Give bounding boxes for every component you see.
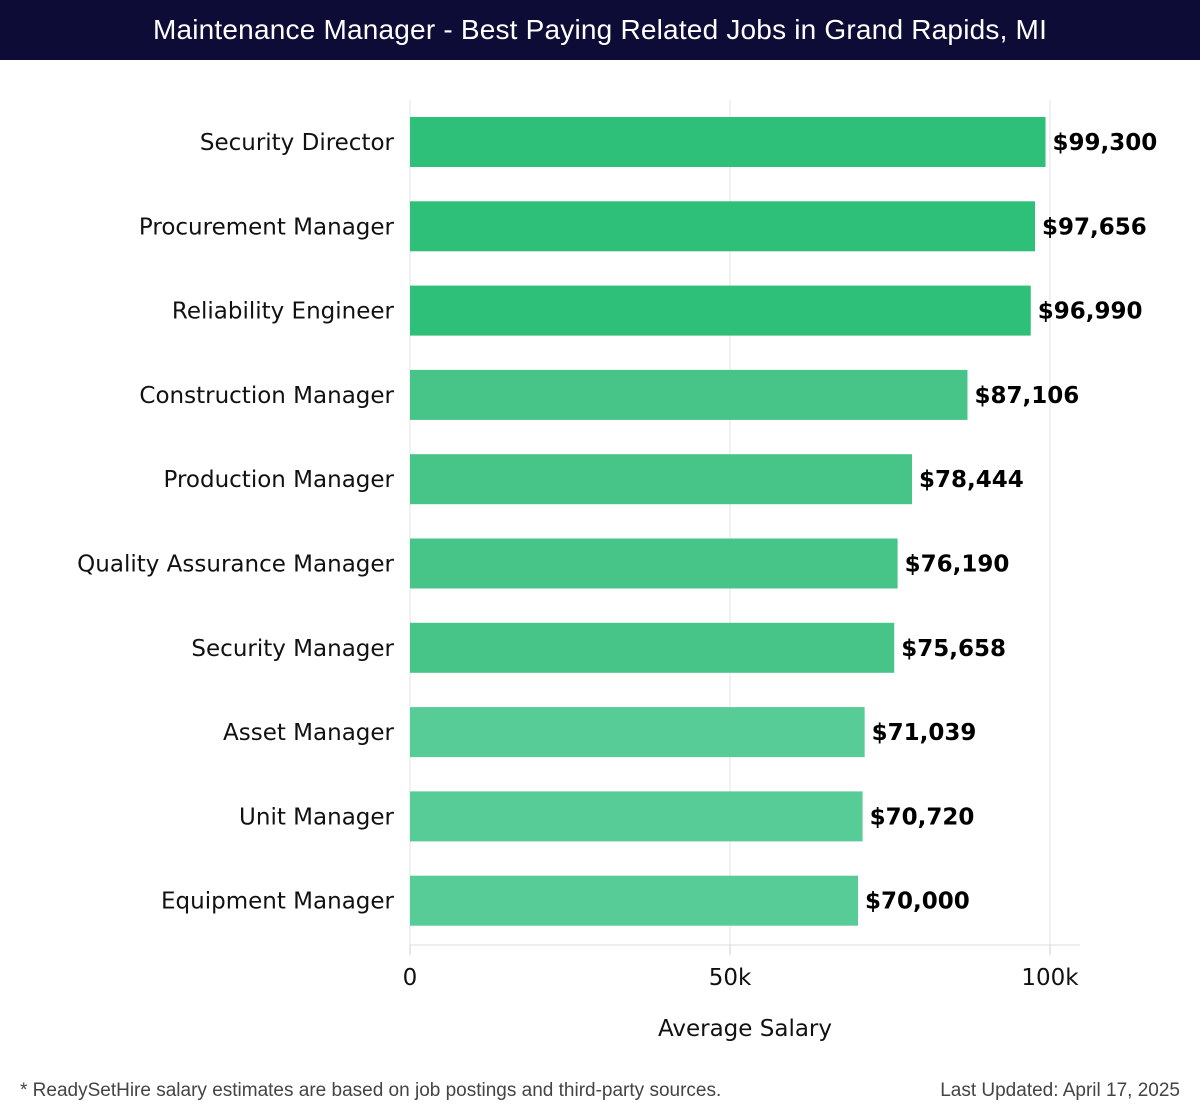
footer-updated: Last Updated: April 17, 2025 [940,1080,1180,1101]
category-label: Security Director [200,130,395,156]
value-label: $70,000 [865,889,970,915]
value-label: $97,656 [1042,214,1147,240]
value-label: $71,039 [872,720,977,746]
category-label: Security Manager [191,636,394,662]
bar-unit-manager [410,791,863,842]
value-label: $99,300 [1053,130,1158,156]
value-label: $78,444 [919,467,1024,493]
value-label: $87,106 [974,383,1079,409]
bar-production-manager [410,454,913,505]
x-axis-title: Average Salary [658,1016,832,1042]
x-tick-label: 0 [403,965,418,991]
value-label: $70,720 [870,804,975,830]
bar-construction-manager [410,369,968,420]
category-label: Reliability Engineer [172,299,395,325]
label-layer: Security Director $99,300 Procurement Mana… [77,130,1157,915]
value-label: $96,990 [1038,299,1143,325]
footer-note: * ReadySetHire salary estimates are base… [20,1080,722,1101]
bar-equipment-manager [410,875,858,926]
salary-bar-chart: Security Director $99,300 Procurement Mana… [77,100,1157,1042]
category-label: Procurement Manager [139,214,395,240]
category-label: Production Manager [164,467,395,493]
category-label: Quality Assurance Manager [77,552,394,578]
chart-title: Maintenance Manager - Best Paying Relate… [152,14,1048,45]
value-label: $76,190 [905,552,1010,578]
x-tick-label: 50k [709,965,752,991]
bar-security-director [410,117,1046,167]
category-label: Asset Manager [223,720,395,746]
bar-security-manager [410,622,895,673]
category-label: Unit Manager [239,804,394,830]
chart-title-bar: Maintenance Manager - Best Paying Relate… [0,0,1200,60]
bar-layer [410,117,1046,926]
category-label: Equipment Manager [161,889,395,915]
bar-reliability-engineer [410,285,1031,336]
bar-quality-assurance-manager [410,538,898,589]
x-tick-label: 100k [1021,965,1079,991]
bar-asset-manager [410,707,865,758]
value-label: $75,658 [901,636,1006,662]
bar-procurement-manager [410,201,1035,252]
axis-layer: 0 50k 100k Average Salary [403,944,1080,1042]
category-label: Construction Manager [139,383,394,409]
